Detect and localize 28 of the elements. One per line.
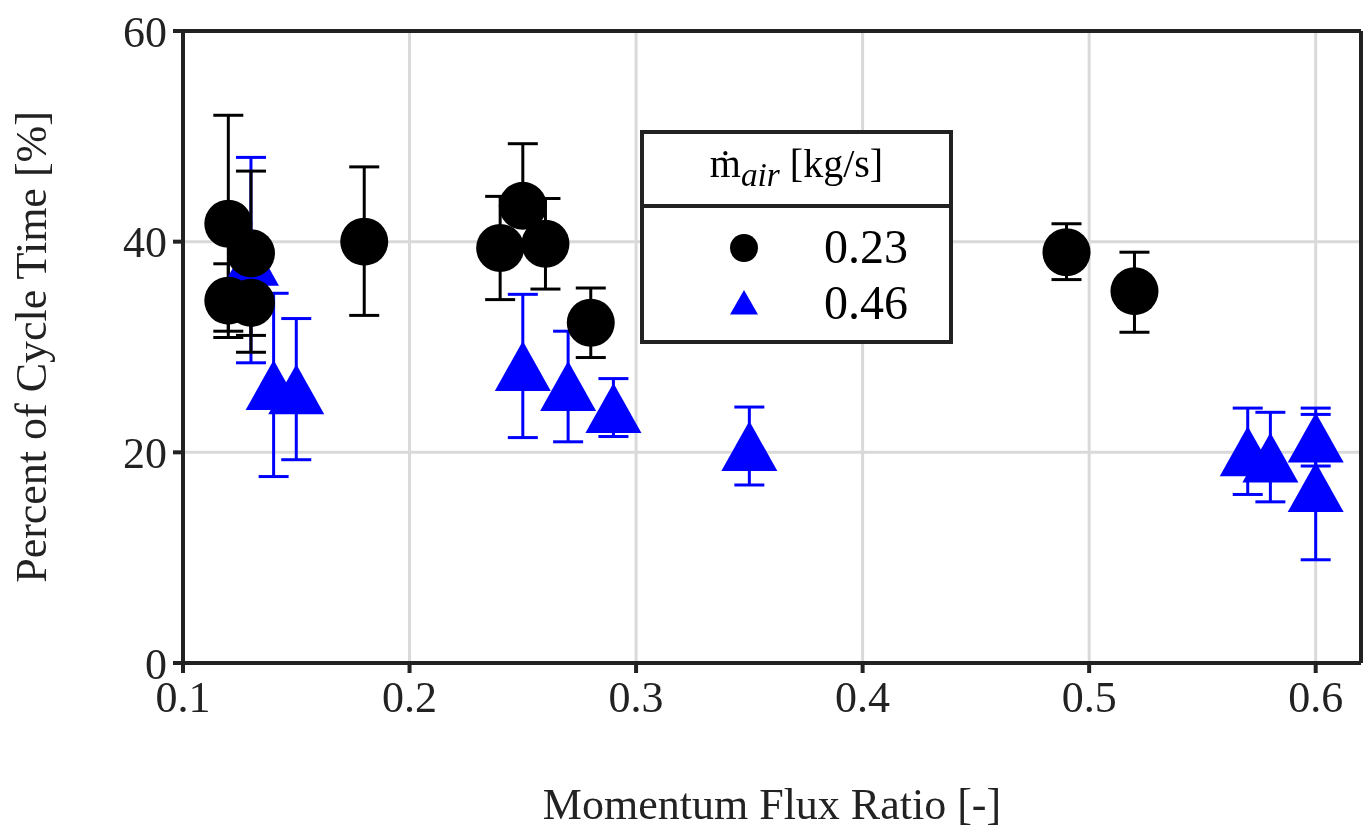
legend-label: 0.46	[824, 274, 908, 330]
x-tick-label: 0.3	[608, 673, 664, 723]
legend-label: 0.23	[824, 218, 908, 274]
point	[476, 224, 525, 272]
point	[521, 219, 570, 268]
x-tick-label: 0.2	[382, 673, 438, 723]
point	[340, 217, 389, 266]
point	[1110, 267, 1159, 316]
x-tick-label: 0.4	[835, 673, 891, 723]
point	[268, 364, 325, 415]
point	[721, 421, 778, 472]
point	[566, 298, 615, 347]
y-tick-label: 20	[123, 428, 167, 478]
point	[1042, 228, 1091, 277]
point	[540, 360, 597, 411]
x-axis-title: Momentum Flux Ratio [-]	[542, 780, 1002, 829]
point	[226, 229, 275, 278]
y-tick-label: 40	[123, 218, 167, 268]
point	[494, 340, 551, 391]
x-tick-label: 0.5	[1061, 673, 1117, 723]
y-tick-label: 60	[123, 7, 167, 57]
point	[498, 181, 547, 230]
point	[585, 383, 642, 434]
legend-title: ṁ$_{air}$ [kg/s]	[709, 141, 884, 193]
y-axis-title: Percent of Cycle Time [%]	[6, 111, 56, 583]
point	[1287, 462, 1344, 513]
point	[1242, 432, 1299, 483]
x-tick-label: 0.6	[1288, 673, 1344, 723]
